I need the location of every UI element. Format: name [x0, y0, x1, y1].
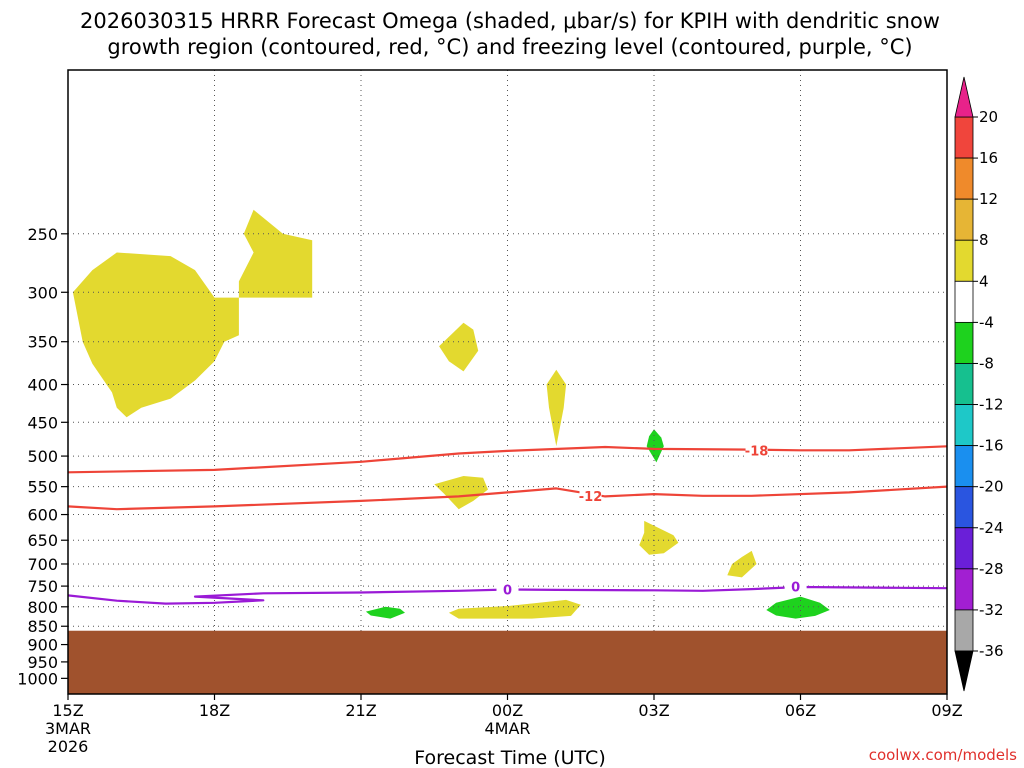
plot-area: -18 -12 0 0 250 300 350 400 450 500 550 600 650 700 75… [17, 69, 963, 756]
colorbar-tick-label-12: 12 [979, 190, 998, 208]
colorbar-bin-11 [954, 527, 974, 570]
y-tick-label-850: 850 [27, 617, 58, 636]
y-tick-label-750: 750 [27, 577, 58, 596]
y-tick-label-350: 350 [27, 333, 58, 352]
colorbar-tick-label--36: -36 [979, 642, 1004, 660]
colorbar-bin-6 [954, 321, 974, 364]
y-tick-label-900: 900 [27, 636, 58, 655]
colorbar-bin-9 [954, 445, 974, 488]
terrain-fill [68, 630, 947, 694]
omega-region-9 [365, 606, 405, 619]
contour-line-3 [67, 585, 948, 605]
omega-region-4 [546, 369, 567, 447]
y-tick-label-700: 700 [27, 555, 58, 574]
x-tick-label-18Z: 18Z [199, 701, 230, 720]
y-tick-label-300: 300 [27, 283, 58, 302]
colorbar-bin-13 [954, 609, 974, 652]
omega-region-6 [434, 476, 488, 510]
contour-label-bg-1-1 [745, 442, 768, 458]
colorbar-bin-3 [954, 198, 974, 241]
contour-label-2-1: -12 [579, 490, 603, 505]
x-tick-label-09Z: 09Z [931, 701, 962, 720]
colorbar-tick-label--16: -16 [979, 437, 1004, 455]
colorbar-tick-label-4: 4 [979, 272, 989, 290]
chart-title-line1: 2026030315 HRRR Forecast Omega (shaded, … [80, 9, 940, 33]
colorbar-bin-5 [954, 280, 974, 323]
colorbar-tick-label--12: -12 [979, 396, 1004, 414]
credit-text: coolwx.com/models [869, 746, 1017, 764]
y-tick-label-1000: 1000 [17, 669, 58, 688]
colorbar-bin-4 [954, 239, 974, 282]
omega-region-2 [238, 209, 313, 298]
contour-label-3-2: 0 [791, 581, 800, 596]
contour-label-bg-2-1 [579, 487, 602, 503]
y-tick-label-650: 650 [27, 531, 58, 550]
colorbar-bin-1 [954, 116, 974, 159]
colorbar-tick-label--20: -20 [979, 478, 1004, 496]
x-tick-date-00Z: 4MAR [484, 719, 530, 738]
colorbar-tick-label--24: -24 [979, 519, 1004, 537]
colorbar-tick-label--28: -28 [979, 560, 1004, 578]
colorbar-tick-label--32: -32 [979, 601, 1004, 619]
omega-region-8 [727, 550, 757, 578]
omega-region-5 [646, 429, 664, 463]
x-axis-label: Forecast Time (UTC) [414, 747, 605, 768]
y-tick-label-500: 500 [27, 447, 58, 466]
y-tick-label-550: 550 [27, 478, 58, 497]
contour-line-1 [67, 445, 948, 474]
y-tick-label-400: 400 [27, 376, 58, 395]
x-tick-year-15Z: 2026 [48, 737, 89, 756]
contour-label-3-1: 0 [503, 584, 512, 599]
y-tick-label-450: 450 [27, 413, 58, 432]
colorbar-bin-12 [954, 568, 974, 611]
contour-label-1-1: -18 [745, 444, 769, 459]
y-tick-label-600: 600 [27, 506, 58, 525]
colorbar-tick-label--4: -4 [979, 313, 994, 331]
y-tick-label-800: 800 [27, 598, 58, 617]
x-tick-label-21Z: 21Z [345, 701, 376, 720]
contour-line-2 [67, 485, 948, 511]
colorbar-tick-label-20: 20 [979, 108, 998, 126]
colorbar-tick-label-16: 16 [979, 149, 998, 167]
contour-label-bg-3-1 [496, 581, 519, 597]
x-tick-date-15Z: 3MAR [45, 719, 91, 738]
omega-region-10 [448, 599, 581, 619]
x-tick-label-15Z: 15Z [52, 701, 83, 720]
colorbar-tick-label--8: -8 [979, 354, 994, 372]
colorbar-bottom-arrow [954, 650, 974, 692]
omega-region-7 [639, 520, 679, 555]
colorbar: 20 16 12 8 4 -4 -8 -12 -16 -20 -24 -28 -32 -36 [954, 76, 1004, 692]
omega-region-11 [766, 596, 830, 619]
x-tick-label-00Z: 00Z [492, 701, 523, 720]
x-tick-label-06Z: 06Z [785, 701, 816, 720]
chart-title-line2: growth region (contoured, red, °C) and f… [107, 35, 912, 59]
colorbar-bin-7 [954, 363, 974, 405]
omega-region-1 [72, 252, 239, 418]
y-tick-label-250: 250 [27, 225, 58, 244]
colorbar-top-arrow [954, 76, 974, 118]
omega-region-3 [439, 322, 479, 372]
y-tick-label-950: 950 [27, 653, 58, 672]
colorbar-bin-2 [954, 157, 974, 200]
colorbar-bin-10 [954, 486, 974, 529]
x-tick-label-03Z: 03Z [638, 701, 669, 720]
contour-label-bg-3-2 [784, 578, 807, 594]
colorbar-tick-label-8: 8 [979, 231, 989, 249]
colorbar-bin-8 [954, 404, 974, 447]
